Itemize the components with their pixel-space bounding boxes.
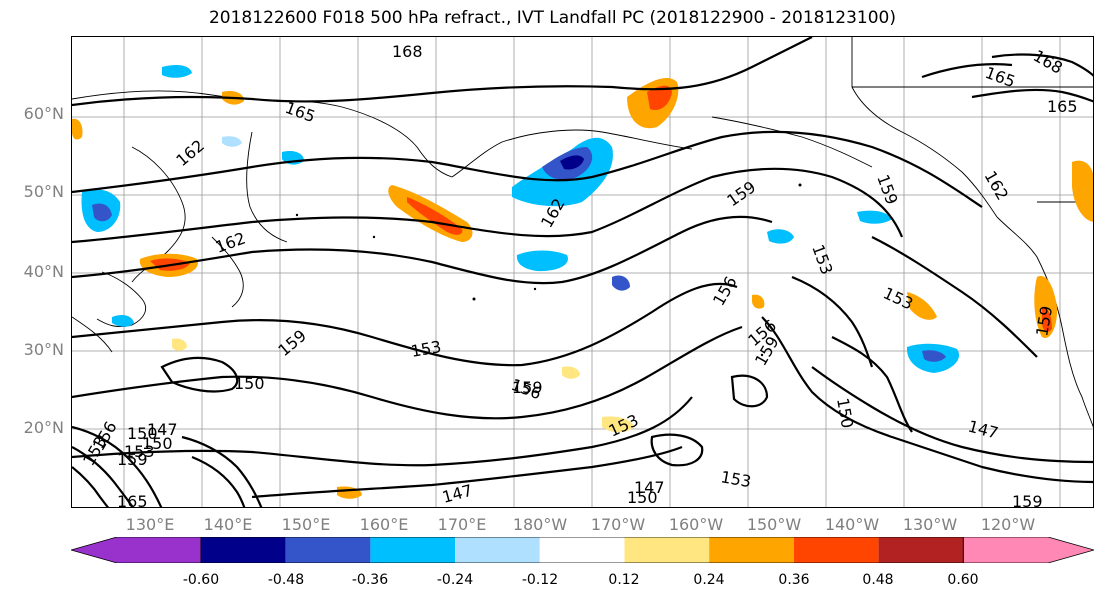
contour-label: 165 [117, 492, 148, 508]
contour-label: 162 [981, 168, 1013, 204]
map-canvas: 168 165 165 165 168 162 162 162 162 159 … [72, 37, 1093, 508]
contour-label: 150 [127, 424, 158, 443]
lat-label: 40°N [23, 262, 64, 281]
colorbar-segment [624, 537, 710, 563]
contour-label: 150 [627, 488, 658, 507]
contour-label: 156 [709, 273, 741, 309]
colorbar-segment [71, 537, 202, 563]
colorbar-segment [370, 537, 456, 563]
contour-label: 162 [172, 136, 208, 170]
colorbar-segment [455, 537, 540, 563]
colorbar-tick-label: 0.36 [778, 572, 810, 588]
colorbar-tick-label: 0.48 [862, 572, 894, 588]
colorbar-segment [878, 537, 964, 563]
colorbar-tick-label: -0.48 [267, 572, 305, 588]
colorbar [71, 537, 1094, 563]
colorbar-segment [201, 537, 286, 563]
lat-label: 60°N [23, 104, 64, 123]
lon-label: 150°E [281, 515, 331, 534]
contour-label: 153 [124, 442, 155, 461]
colorbar-segment [539, 537, 625, 563]
contour-label: 159 [512, 378, 543, 397]
lon-label: 150°W [746, 515, 802, 534]
contour-label: 159 [1032, 304, 1056, 337]
lon-label: 140°W [824, 515, 880, 534]
contour-label: 159 [1012, 492, 1043, 508]
contour-label: 147 [147, 420, 178, 439]
map-panel: 168 165 165 165 168 162 162 162 162 159 … [71, 36, 1094, 508]
contour-label: 153 [808, 242, 836, 277]
contour-label: 150 [833, 396, 857, 429]
contour-label: 159 [117, 450, 148, 469]
figure-title: 2018122600 F018 500 hPa refract., IVT La… [208, 8, 896, 28]
lon-label: 120°W [980, 515, 1036, 534]
colorbar-tick-label: -0.60 [182, 572, 220, 588]
lon-label: 170°E [437, 515, 487, 534]
colorbar-segment [793, 537, 879, 563]
contour-label: 153 [719, 467, 752, 491]
contour-label: 165 [1047, 97, 1078, 116]
lat-label: 20°N [23, 418, 64, 437]
colorbar-segment [709, 537, 794, 563]
contour-label: 168 [392, 42, 423, 61]
contour-label: 147 [634, 478, 665, 497]
lon-label: 160°W [668, 515, 724, 534]
lat-label: 30°N [23, 340, 64, 359]
colorbar-segment [285, 537, 371, 563]
height-contours [72, 37, 1093, 507]
colorbar-tick-label: 0.24 [693, 572, 725, 588]
contour-label: 147 [966, 417, 1000, 443]
lon-label: 130°W [902, 515, 958, 534]
colorbar-tick-label: -0.12 [521, 572, 559, 588]
contour-label: 150 [234, 374, 265, 393]
lon-label: 170°W [590, 515, 646, 534]
lon-label: 140°E [203, 515, 253, 534]
contour-label: 159 [723, 177, 759, 210]
colorbar-tick-label: -0.24 [436, 572, 474, 588]
colorbar-tick-label: 0.60 [947, 572, 979, 588]
lon-label: 130°E [125, 515, 175, 534]
colorbar-tick-label: -0.36 [351, 572, 389, 588]
gridlines [72, 37, 1093, 507]
contour-label: 150 [142, 434, 173, 453]
lat-label: 50°N [23, 182, 64, 201]
contour-label-group: 168 165 165 165 168 162 162 162 162 159 … [79, 42, 1078, 508]
colorbar-segment [962, 537, 1094, 563]
lon-label: 160°E [359, 515, 409, 534]
lon-label: 180°W [512, 515, 568, 534]
contour-label: 168 [1030, 46, 1066, 78]
contour-label: 153 [409, 337, 442, 361]
land-dots [295, 183, 802, 357]
colorbar-tick-label: 0.12 [608, 572, 640, 588]
anomaly-shading [72, 65, 1093, 499]
